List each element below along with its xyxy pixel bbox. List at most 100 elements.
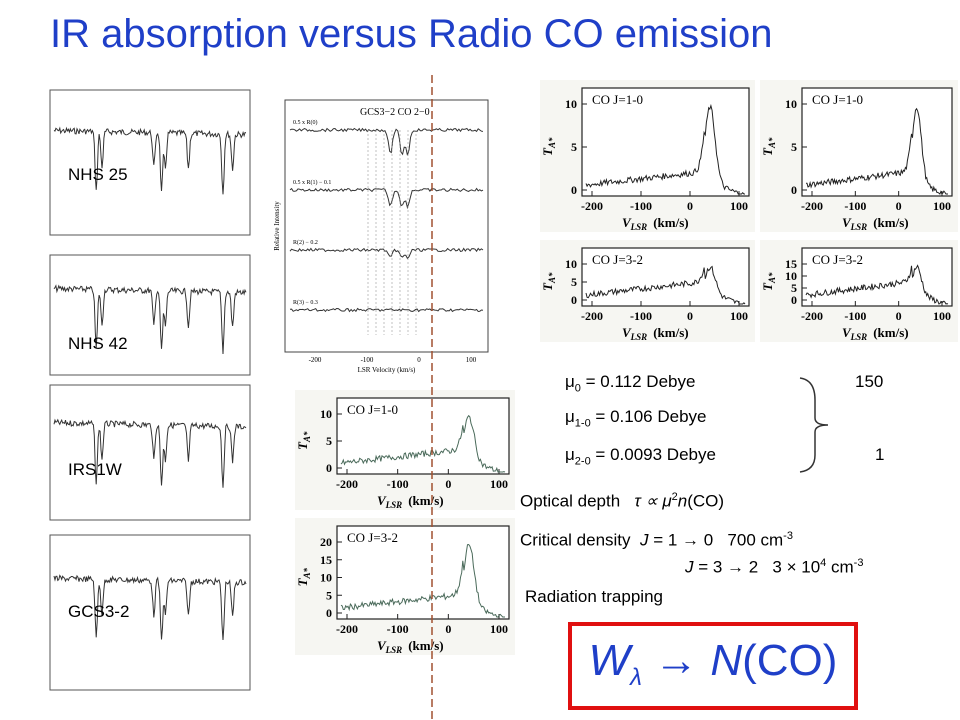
y-tick-label: 10 bbox=[785, 97, 797, 111]
formula: (CO) bbox=[687, 491, 725, 511]
spectrum bbox=[806, 107, 948, 195]
x-label-main: V bbox=[622, 215, 632, 230]
row-label: 0.5 x R(1) − 0.1 bbox=[293, 179, 331, 186]
x-tick-label: 0 bbox=[687, 199, 693, 213]
x-tick-label: -100 bbox=[361, 356, 374, 364]
label: Optical depth bbox=[520, 491, 621, 511]
x-tick-label: 0 bbox=[687, 309, 693, 323]
y-label-main: T bbox=[760, 147, 775, 156]
x-label-main: V bbox=[377, 638, 387, 653]
x-tick-label: -200 bbox=[801, 309, 823, 323]
subscript: 0 bbox=[574, 382, 581, 395]
x-tick-label: -100 bbox=[844, 309, 866, 323]
y-tick-label: 10 bbox=[565, 97, 577, 111]
panel-title: CO J=3-2 bbox=[812, 252, 863, 267]
slide-title: IR absorption versus Radio CO emission bbox=[50, 12, 773, 56]
y-tick-label: 5 bbox=[791, 140, 797, 154]
x-tick-label: -100 bbox=[630, 199, 652, 213]
critical-density: Critical density J = 1 → 0 700 cm-3 bbox=[520, 530, 793, 551]
formula: = 1 → 0 bbox=[648, 530, 714, 550]
spectrum bbox=[289, 307, 484, 313]
label: Critical density bbox=[520, 530, 631, 550]
spectrum bbox=[53, 284, 247, 355]
spectrum bbox=[340, 414, 506, 473]
x-tick-label: -100 bbox=[387, 477, 409, 491]
x-label-sub: LSR bbox=[850, 222, 868, 232]
row-label: R(2) − 0.2 bbox=[293, 239, 318, 246]
x-label-unit: (km/s) bbox=[408, 493, 443, 508]
y-tick-label: 10 bbox=[320, 407, 332, 421]
panel-frame bbox=[284, 99, 489, 353]
ratio: 150 bbox=[855, 372, 884, 391]
y-tick-label: 0 bbox=[571, 183, 577, 197]
y-label-sub: A* bbox=[302, 431, 312, 443]
y-label-sub: A* bbox=[547, 137, 557, 149]
x-label-main: V bbox=[842, 325, 852, 340]
formula: -3 bbox=[783, 530, 793, 542]
x-label-main: V bbox=[842, 215, 852, 230]
x-label-main: V bbox=[377, 493, 387, 508]
spectrum bbox=[53, 126, 247, 195]
text: = 0.106 Debye bbox=[590, 407, 707, 426]
spectrum bbox=[805, 264, 949, 305]
y-axis-label: TA* bbox=[760, 137, 777, 156]
spectrum bbox=[340, 543, 505, 618]
y-label-sub: A* bbox=[547, 272, 557, 284]
y-label-main: T bbox=[295, 441, 310, 450]
y-tick-label: 5 bbox=[326, 588, 332, 602]
x-tick-label: -200 bbox=[581, 309, 603, 323]
result: Wλ → N(CO) bbox=[572, 636, 854, 692]
formula: J bbox=[640, 530, 649, 550]
x-tick-label: -200 bbox=[801, 199, 823, 213]
x-axis-label: VLSR (km/s) bbox=[377, 493, 444, 510]
spectrum bbox=[289, 247, 484, 260]
x-tick-label: -200 bbox=[336, 477, 358, 491]
y-tick-label: 0 bbox=[791, 183, 797, 197]
formula: N bbox=[710, 636, 743, 685]
row-label: R(3) − 0.3 bbox=[293, 299, 318, 306]
x-tick-label: -200 bbox=[581, 199, 603, 213]
spectrum-frame bbox=[49, 384, 251, 521]
x-axis-label: VLSR (km/s) bbox=[842, 325, 909, 342]
y-label-sub: A* bbox=[767, 137, 777, 149]
subscript: 2-0 bbox=[574, 455, 591, 468]
panel-title: CO J=1-0 bbox=[812, 92, 863, 107]
symbol: μ bbox=[565, 445, 575, 464]
radiation-trapping: Radiation trapping bbox=[525, 587, 663, 606]
formula: n bbox=[677, 491, 688, 511]
formula: 2 bbox=[671, 491, 678, 503]
y-tick-label: 15 bbox=[785, 257, 797, 271]
y-tick-label: 5 bbox=[326, 434, 332, 448]
dipole: μ2-0 = 0.0093 Debye bbox=[565, 445, 716, 467]
y-axis-label: TA* bbox=[295, 431, 312, 450]
y-axis-label: TA* bbox=[540, 137, 557, 156]
x-tick-label: 0 bbox=[417, 356, 421, 364]
x-tick-label: 100 bbox=[730, 199, 748, 213]
y-tick-label: 5 bbox=[571, 275, 577, 289]
x-label-sub: LSR bbox=[630, 332, 648, 342]
x-tick-label: -200 bbox=[309, 356, 322, 364]
x-tick-label: 100 bbox=[730, 309, 748, 323]
spectrum-frame bbox=[49, 89, 251, 236]
y-tick-label: 15 bbox=[320, 553, 332, 567]
formula: W bbox=[588, 636, 631, 685]
formula: τ ∝ bbox=[634, 491, 663, 511]
y-label-main: T bbox=[540, 282, 555, 291]
x-tick-label: 100 bbox=[490, 622, 508, 636]
x-tick-label: 0 bbox=[896, 309, 902, 323]
text: = 0.112 Debye bbox=[580, 372, 696, 391]
x-label-sub: LSR bbox=[385, 500, 403, 510]
spectrum-frame bbox=[49, 534, 251, 691]
x-tick-label: -100 bbox=[844, 199, 866, 213]
y-tick-label: 10 bbox=[320, 571, 332, 585]
x-tick-label: -100 bbox=[387, 622, 409, 636]
optical-depth: Optical depth τ ∝ μ2n(CO) bbox=[520, 491, 724, 512]
x-tick-label: 100 bbox=[933, 309, 951, 323]
spectrum bbox=[53, 418, 247, 488]
y-tick-label: 0 bbox=[571, 293, 577, 307]
spectrum-label: IRS1W bbox=[68, 460, 122, 479]
y-label-main: T bbox=[295, 578, 310, 587]
panel-frame bbox=[801, 247, 953, 307]
y-tick-label: 10 bbox=[785, 269, 797, 283]
x-axis-label: VLSR (km/s) bbox=[622, 325, 689, 342]
